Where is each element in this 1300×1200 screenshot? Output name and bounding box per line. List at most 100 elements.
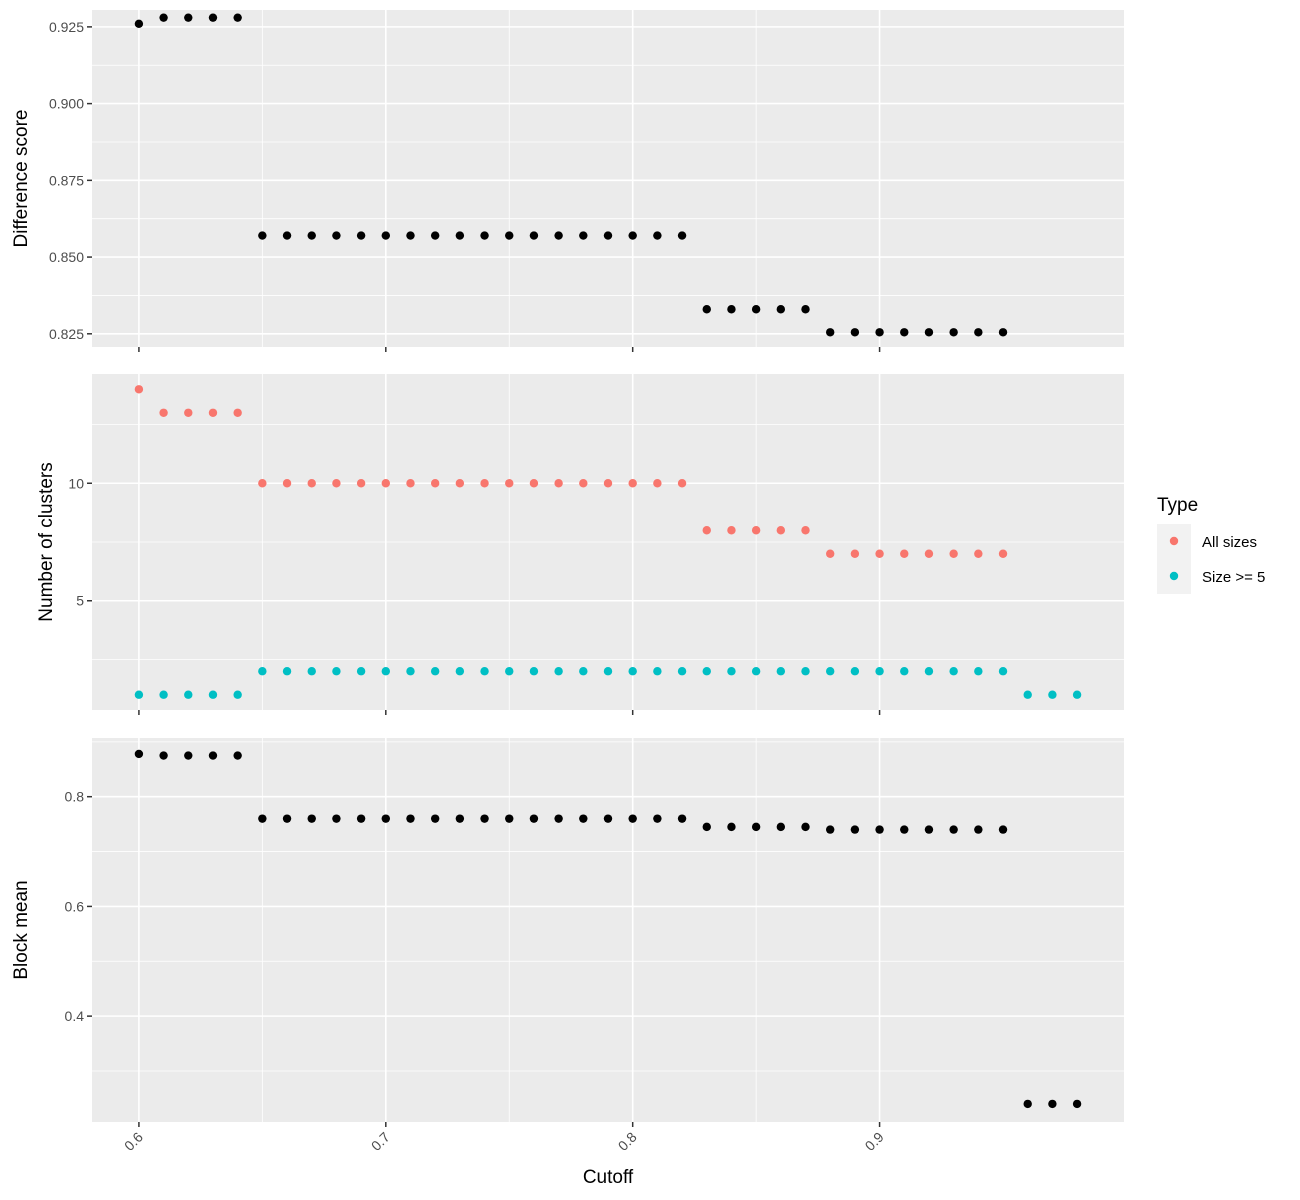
- data-point-block-mean-series: [1023, 1099, 1032, 1109]
- data-point-number-of-clusters-size-5: [924, 667, 934, 676]
- legend-title: Type: [1157, 495, 1198, 516]
- data-point-number-of-clusters-size-5: [751, 667, 761, 676]
- data-point-difference-score-series: [554, 231, 563, 240]
- data-point-number-of-clusters-size-5: [1048, 690, 1057, 699]
- data-point-difference-score-series: [974, 328, 983, 337]
- data-point-number-of-clusters-all-sizes: [751, 526, 761, 535]
- legend-label-all-sizes: All sizes: [1202, 534, 1257, 551]
- data-point-number-of-clusters-size-5: [900, 667, 909, 676]
- data-point-difference-score-series: [455, 231, 465, 240]
- legend-key-background: [1157, 524, 1191, 594]
- data-point-block-mean-series: [233, 751, 242, 760]
- data-point-block-mean-series: [702, 822, 711, 832]
- data-point-block-mean-series: [924, 825, 934, 834]
- data-point-number-of-clusters-size-5: [529, 667, 539, 676]
- data-point-number-of-clusters-size-5: [1072, 690, 1082, 699]
- data-point-number-of-clusters-all-sizes: [406, 479, 415, 488]
- data-point-difference-score-series: [332, 231, 341, 240]
- data-point-difference-score-series: [406, 231, 415, 240]
- data-point-number-of-clusters-size-5: [208, 690, 218, 699]
- data-point-difference-score-series: [875, 328, 884, 337]
- data-point-number-of-clusters-size-5: [381, 667, 390, 676]
- data-point-difference-score-series: [826, 328, 835, 337]
- data-point-block-mean-series: [381, 814, 390, 823]
- data-point-number-of-clusters-all-sizes: [677, 479, 687, 488]
- y-tick-label: 0.850: [49, 249, 84, 265]
- data-point-number-of-clusters-size-5: [233, 690, 242, 699]
- data-point-number-of-clusters-size-5: [455, 667, 465, 676]
- data-point-block-mean-series: [505, 814, 514, 823]
- data-point-difference-score-series: [776, 305, 786, 314]
- data-point-block-mean-series: [1048, 1099, 1057, 1109]
- data-point-block-mean-series: [974, 825, 983, 834]
- data-point-number-of-clusters-size-5: [505, 667, 514, 676]
- data-point-difference-score-series: [430, 231, 440, 240]
- data-point-difference-score-series: [603, 231, 613, 240]
- data-point-block-mean-series: [134, 749, 144, 759]
- data-point-number-of-clusters-size-5: [579, 667, 588, 676]
- data-point-number-of-clusters-all-sizes: [998, 549, 1008, 558]
- data-point-number-of-clusters-all-sizes: [258, 479, 267, 488]
- data-point-difference-score-series: [949, 328, 958, 337]
- data-point-block-mean-series: [776, 822, 786, 832]
- data-point-difference-score-series: [208, 13, 218, 22]
- data-point-number-of-clusters-all-sizes: [381, 479, 390, 488]
- data-point-difference-score-series: [998, 328, 1008, 337]
- data-point-block-mean-series: [579, 814, 588, 823]
- data-point-difference-score-series: [628, 231, 637, 240]
- x-tick-label: 0.6: [121, 1129, 146, 1154]
- data-point-difference-score-series: [924, 328, 934, 337]
- data-point-difference-score-series: [801, 305, 810, 314]
- data-point-number-of-clusters-all-sizes: [579, 479, 588, 488]
- data-point-difference-score-series: [233, 13, 242, 22]
- data-point-number-of-clusters-size-5: [307, 667, 316, 676]
- legend: Type All sizes Size >= 5: [1157, 495, 1265, 594]
- data-point-number-of-clusters-all-sizes: [826, 549, 835, 558]
- data-point-difference-score-series: [677, 231, 687, 240]
- data-point-difference-score-series: [579, 231, 588, 240]
- data-point-number-of-clusters-size-5: [332, 667, 341, 676]
- data-point-difference-score-series: [653, 231, 662, 240]
- data-point-block-mean-series: [307, 814, 316, 823]
- data-point-difference-score-series: [480, 231, 489, 240]
- y-tick-label: 0.8: [65, 789, 85, 805]
- data-point-number-of-clusters-all-sizes: [430, 479, 440, 488]
- y-tick-label: 0.825: [49, 326, 84, 342]
- data-point-number-of-clusters-all-sizes: [505, 479, 514, 488]
- data-point-number-of-clusters-size-5: [801, 667, 810, 676]
- data-point-number-of-clusters-size-5: [184, 690, 193, 699]
- panel-block-mean: 0.4 0.6 0.8 Block mean 0.6 0.7 0.8 0.9: [11, 738, 1124, 1154]
- data-point-difference-score-series: [529, 231, 539, 240]
- data-point-number-of-clusters-all-sizes: [974, 549, 983, 558]
- y-tick-label: 0.900: [49, 96, 84, 112]
- data-point-block-mean-series: [850, 825, 860, 834]
- data-point-block-mean-series: [529, 814, 539, 823]
- data-point-number-of-clusters-all-sizes: [282, 479, 292, 488]
- data-point-number-of-clusters-all-sizes: [603, 479, 613, 488]
- data-point-block-mean-series: [875, 825, 884, 834]
- data-point-difference-score-series: [134, 19, 144, 29]
- data-point-number-of-clusters-size-5: [356, 667, 366, 676]
- data-point-block-mean-series: [826, 825, 835, 834]
- data-point-difference-score-series: [727, 305, 736, 314]
- data-point-block-mean-series: [751, 822, 761, 832]
- data-point-number-of-clusters-all-sizes: [628, 479, 637, 488]
- data-point-block-mean-series: [208, 751, 218, 760]
- data-point-number-of-clusters-all-sizes: [480, 479, 489, 488]
- data-point-number-of-clusters-size-5: [282, 667, 292, 676]
- data-point-number-of-clusters-all-sizes: [801, 526, 810, 535]
- data-point-difference-score-series: [850, 328, 860, 337]
- data-point-number-of-clusters-all-sizes: [233, 408, 242, 417]
- data-point-block-mean-series: [677, 814, 687, 823]
- data-point-block-mean-series: [258, 814, 267, 823]
- panel-difference-score: 0.825 0.850 0.875 0.900 0.925 Difference scor…: [11, 10, 1124, 352]
- data-point-difference-score-series: [282, 231, 292, 240]
- data-point-number-of-clusters-size-5: [628, 667, 637, 676]
- data-point-number-of-clusters-size-5: [826, 667, 835, 676]
- data-point-difference-score-series: [505, 231, 514, 240]
- data-point-block-mean-series: [801, 822, 810, 832]
- data-point-number-of-clusters-size-5: [134, 690, 144, 699]
- data-point-difference-score-series: [258, 231, 267, 240]
- data-point-block-mean-series: [628, 814, 637, 823]
- data-point-number-of-clusters-size-5: [159, 690, 168, 699]
